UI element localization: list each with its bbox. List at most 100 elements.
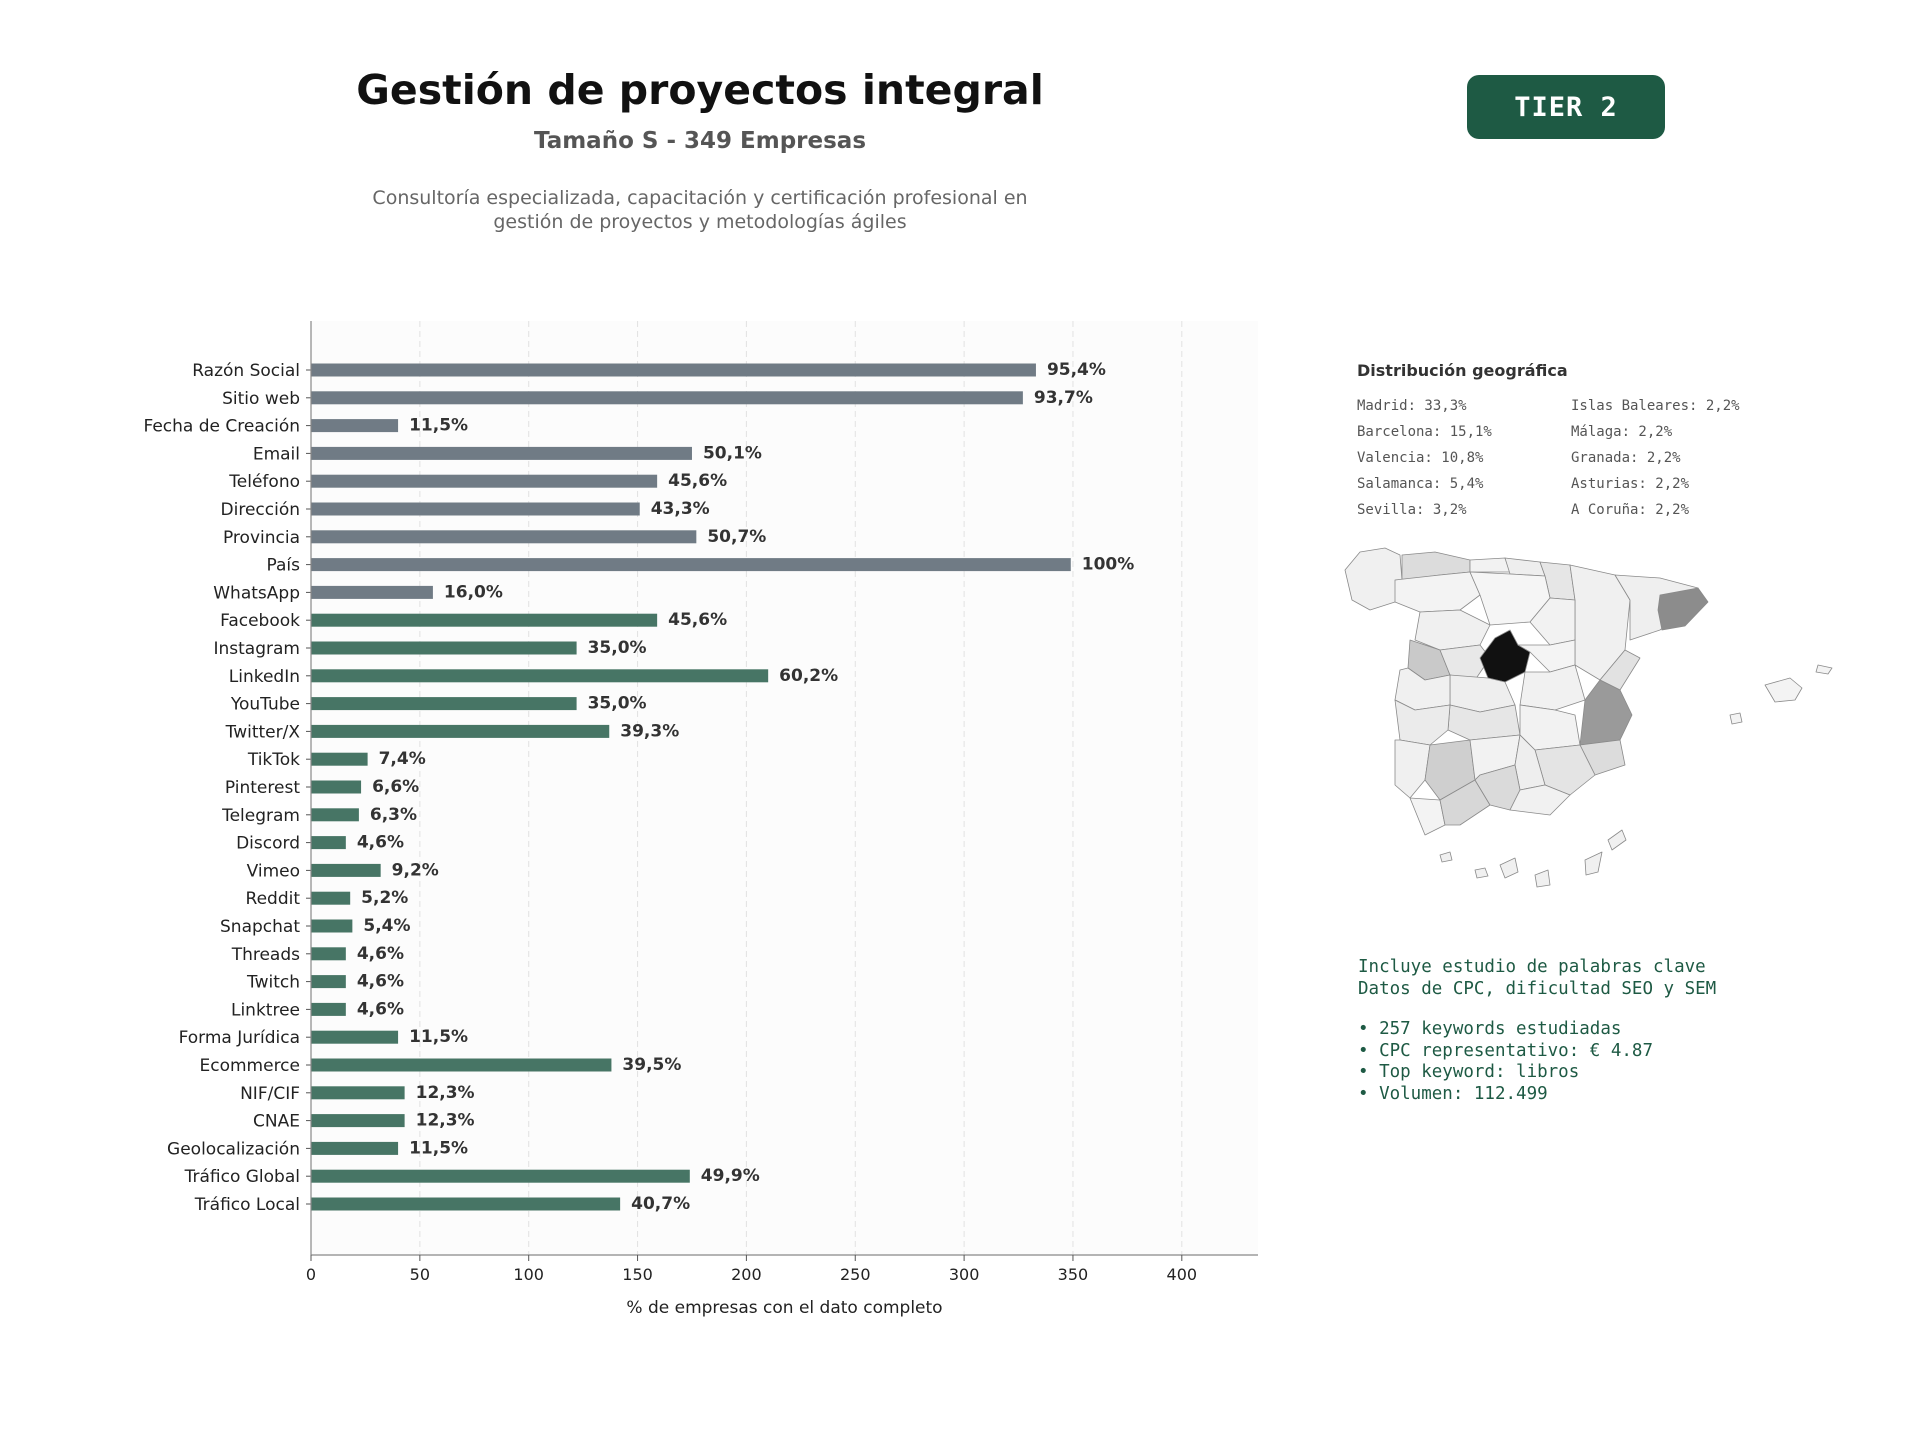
bar xyxy=(311,446,692,460)
category-label: Dirección xyxy=(221,500,300,520)
category-label: LinkedIn xyxy=(229,667,300,687)
category-label: Twitter/X xyxy=(225,722,301,742)
data-label: 12,3% xyxy=(416,1083,475,1103)
region-canarias-6 xyxy=(1607,829,1627,851)
category-label: Facebook xyxy=(220,611,300,631)
data-label: 39,5% xyxy=(622,1055,681,1075)
bar xyxy=(311,585,433,599)
region-barcelona xyxy=(1657,587,1709,631)
bar xyxy=(311,502,640,516)
bar xyxy=(311,1141,399,1155)
geo-item: A Coruña: 2,2% xyxy=(1571,502,1690,518)
bar xyxy=(311,558,1071,572)
bar xyxy=(311,697,577,711)
category-label: Vimeo xyxy=(247,861,300,881)
data-label: 93,7% xyxy=(1034,388,1093,408)
bar xyxy=(311,780,362,794)
keywords-bullet: • 257 keywords estudiadas xyxy=(1358,1019,1622,1039)
category-label: WhatsApp xyxy=(213,583,300,603)
category-label: CNAE xyxy=(253,1112,300,1132)
bar xyxy=(311,919,353,933)
category-label: Reddit xyxy=(246,889,301,909)
data-label: 5,4% xyxy=(363,916,410,936)
bar xyxy=(311,1169,690,1183)
region-leon xyxy=(1394,571,1481,613)
region-soria xyxy=(1529,597,1576,646)
region-malaga xyxy=(1439,779,1491,826)
data-label: 6,3% xyxy=(370,805,417,825)
data-label: 7,4% xyxy=(379,749,426,769)
category-label: Geolocalización xyxy=(167,1139,300,1159)
category-label: Teléfono xyxy=(228,472,300,492)
bar xyxy=(311,808,359,822)
category-label: Fecha de Creación xyxy=(143,417,300,437)
bar xyxy=(311,391,1023,405)
data-label: 11,5% xyxy=(409,1027,468,1047)
data-label: 39,3% xyxy=(620,721,679,741)
region-canarias-1 xyxy=(1439,851,1453,863)
data-label: 16,0% xyxy=(444,582,503,602)
category-label: Razón Social xyxy=(192,361,300,381)
x-tick-label: 50 xyxy=(410,1265,430,1284)
category-label: Ecommerce xyxy=(200,1056,301,1076)
region-almeria xyxy=(1509,784,1571,816)
category-label: NIF/CIF xyxy=(240,1084,300,1104)
data-label: 11,5% xyxy=(409,416,468,436)
bar xyxy=(311,363,1036,377)
data-label: 6,6% xyxy=(372,777,419,797)
tier-badge: TIER 2 xyxy=(1467,75,1665,139)
region-cadiz xyxy=(1409,797,1446,836)
data-label: 9,2% xyxy=(392,860,439,880)
category-label: Telegram xyxy=(221,806,300,826)
bar xyxy=(311,752,368,766)
x-tick-label: 0 xyxy=(306,1265,316,1284)
x-tick-label: 400 xyxy=(1167,1265,1198,1284)
data-label: 35,0% xyxy=(588,638,647,658)
data-label: 45,6% xyxy=(668,471,727,491)
region-basque xyxy=(1504,557,1546,577)
x-tick-label: 200 xyxy=(731,1265,762,1284)
region-cantabria xyxy=(1469,557,1511,573)
data-label: 40,7% xyxy=(631,1194,690,1214)
category-label: Twitch xyxy=(246,973,300,993)
category-label: Provincia xyxy=(223,528,300,548)
region-canarias-5 xyxy=(1584,851,1603,876)
geo-title: Distribución geográfica xyxy=(1357,361,1568,380)
data-label: 4,6% xyxy=(357,999,404,1019)
region-baleares-menorca xyxy=(1815,664,1833,675)
category-label: Sitio web xyxy=(222,389,300,409)
region-valencia xyxy=(1579,679,1633,746)
keywords-bullet: • CPC representativo: € 4.87 xyxy=(1358,1040,1654,1061)
geo-item: Málaga: 2,2% xyxy=(1571,424,1673,440)
region-canarias-2 xyxy=(1474,867,1489,879)
keywords-bullet: • Volumen: 112.499 xyxy=(1358,1083,1548,1104)
data-label: 60,2% xyxy=(779,666,838,686)
bar xyxy=(311,641,577,655)
data-label: 5,2% xyxy=(361,888,408,908)
bar xyxy=(311,530,697,544)
bar xyxy=(311,1058,612,1072)
geo-item: Sevilla: 3,2% xyxy=(1357,502,1467,518)
data-label: 12,3% xyxy=(416,1111,475,1131)
region-canarias-4 xyxy=(1534,869,1551,888)
bar xyxy=(311,863,381,877)
description-line-2: gestión de proyectos y metodologías ágil… xyxy=(493,211,907,233)
region-galicia xyxy=(1344,547,1403,611)
geo-item: Salamanca: 5,4% xyxy=(1357,476,1484,492)
bar xyxy=(311,613,658,627)
data-label: 100% xyxy=(1082,555,1135,575)
x-axis-label: % de empresas con el dato completo xyxy=(626,1298,942,1318)
data-label: 4,6% xyxy=(357,833,404,853)
data-label: 95,4% xyxy=(1047,360,1106,380)
description: Consultoría especializada, capacitación … xyxy=(300,186,1100,234)
x-tick-label: 100 xyxy=(513,1265,544,1284)
region-baleares-mallorca xyxy=(1764,677,1803,703)
category-label: Tráfico Local xyxy=(194,1195,300,1215)
data-label: 35,0% xyxy=(588,694,647,714)
region-madrid xyxy=(1479,629,1531,683)
geo-item: Barcelona: 15,1% xyxy=(1357,424,1492,440)
region-albacete xyxy=(1519,704,1581,751)
keywords-line-1: Incluye estudio de palabras clave xyxy=(1358,957,1706,977)
geo-item: Asturias: 2,2% xyxy=(1571,476,1690,492)
category-label: Tráfico Global xyxy=(184,1167,300,1187)
